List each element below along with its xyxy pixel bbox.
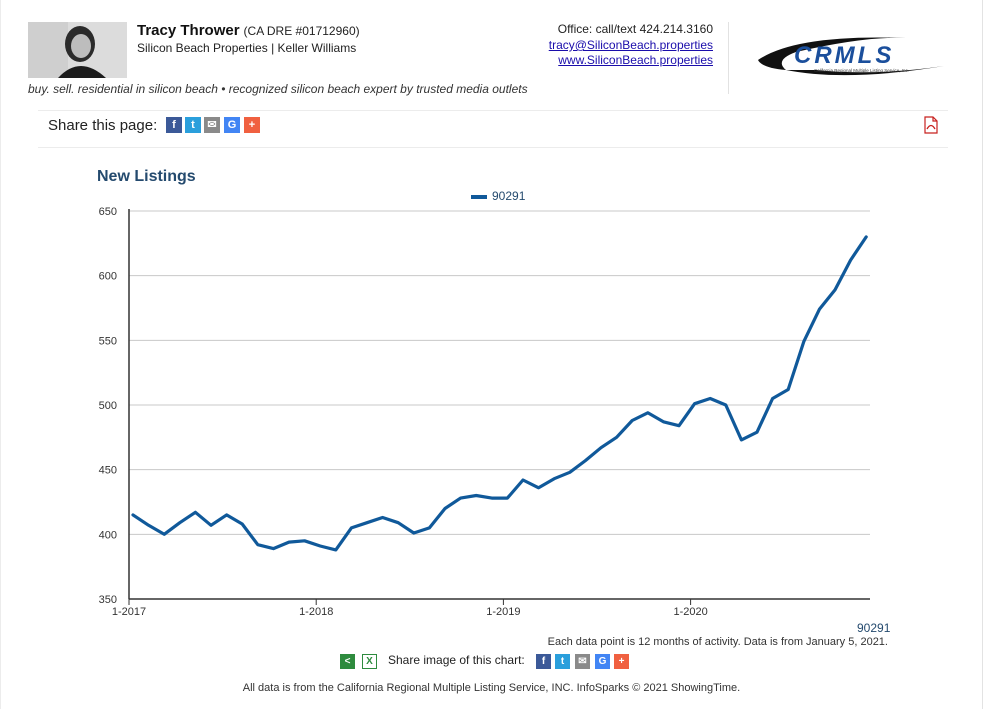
share-chart-icon[interactable]: < (340, 654, 355, 669)
twitter-icon[interactable]: t (185, 117, 201, 133)
y-tick-label: 350 (99, 594, 117, 606)
x-tick-label: 1-2017 (112, 606, 146, 618)
twitter-icon[interactable]: t (555, 654, 570, 669)
email-icon[interactable]: ✉ (575, 654, 590, 669)
y-tick-label: 400 (99, 529, 117, 541)
email-link[interactable]: tracy@SiliconBeach.properties (548, 38, 713, 52)
company-name: Silicon Beach Properties | Keller Willia… (137, 41, 357, 55)
y-tick-label: 650 (99, 206, 117, 218)
license-number: (CA DRE #01712960) (243, 24, 360, 38)
share-image-label: Share image of this chart: (388, 653, 525, 667)
logo-subtext: California Regional Multiple Listing Ser… (814, 68, 909, 73)
legend-swatch (471, 194, 487, 199)
legend-label: 90291 (492, 189, 526, 203)
x-tick-label: 1-2019 (486, 606, 520, 618)
series-line-90291[interactable] (131, 235, 868, 552)
header-divider (728, 22, 729, 94)
email-icon[interactable]: ✉ (204, 117, 220, 133)
y-tick-label: 600 (99, 271, 117, 283)
google-icon[interactable]: G (595, 654, 610, 669)
crmls-logo: CRMLS California Regional Multiple Listi… (756, 30, 946, 87)
tagline: buy. sell. residential in silicon beach … (28, 82, 528, 96)
facebook-icon[interactable]: f (166, 117, 182, 133)
plus-icon[interactable]: + (614, 654, 629, 669)
excel-icon[interactable]: X (362, 654, 377, 669)
google-icon[interactable]: G (224, 117, 240, 133)
y-tick-label: 500 (99, 400, 117, 412)
series-end-label: 90291 (857, 621, 891, 635)
divider-bottom (38, 147, 948, 148)
y-tick-label: 450 (99, 465, 117, 477)
facebook-icon[interactable]: f (536, 654, 551, 669)
share-page-label: Share this page: (48, 117, 158, 134)
x-tick-label: 1-2018 (299, 606, 333, 618)
office-phone: Office: call/text 424.214.3160 (557, 22, 713, 36)
agent-name: Tracy Thrower (CA DRE #01712960) (137, 22, 360, 39)
chart-note: Each data point is 12 months of activity… (547, 636, 888, 648)
pdf-icon[interactable] (923, 116, 939, 134)
x-tick-label: 1-2020 (673, 606, 707, 618)
plus-icon[interactable]: + (244, 117, 260, 133)
agent-photo (28, 22, 127, 78)
logo-text: CRMLS (794, 42, 894, 69)
footer-credit: All data is from the California Regional… (242, 682, 741, 694)
chart-title: New Listings (97, 168, 196, 185)
chart-legend[interactable]: 90291 (471, 189, 525, 203)
website-link[interactable]: www.SiliconBeach.properties (558, 53, 713, 67)
divider-top (38, 110, 948, 111)
y-tick-label: 550 (99, 335, 117, 347)
